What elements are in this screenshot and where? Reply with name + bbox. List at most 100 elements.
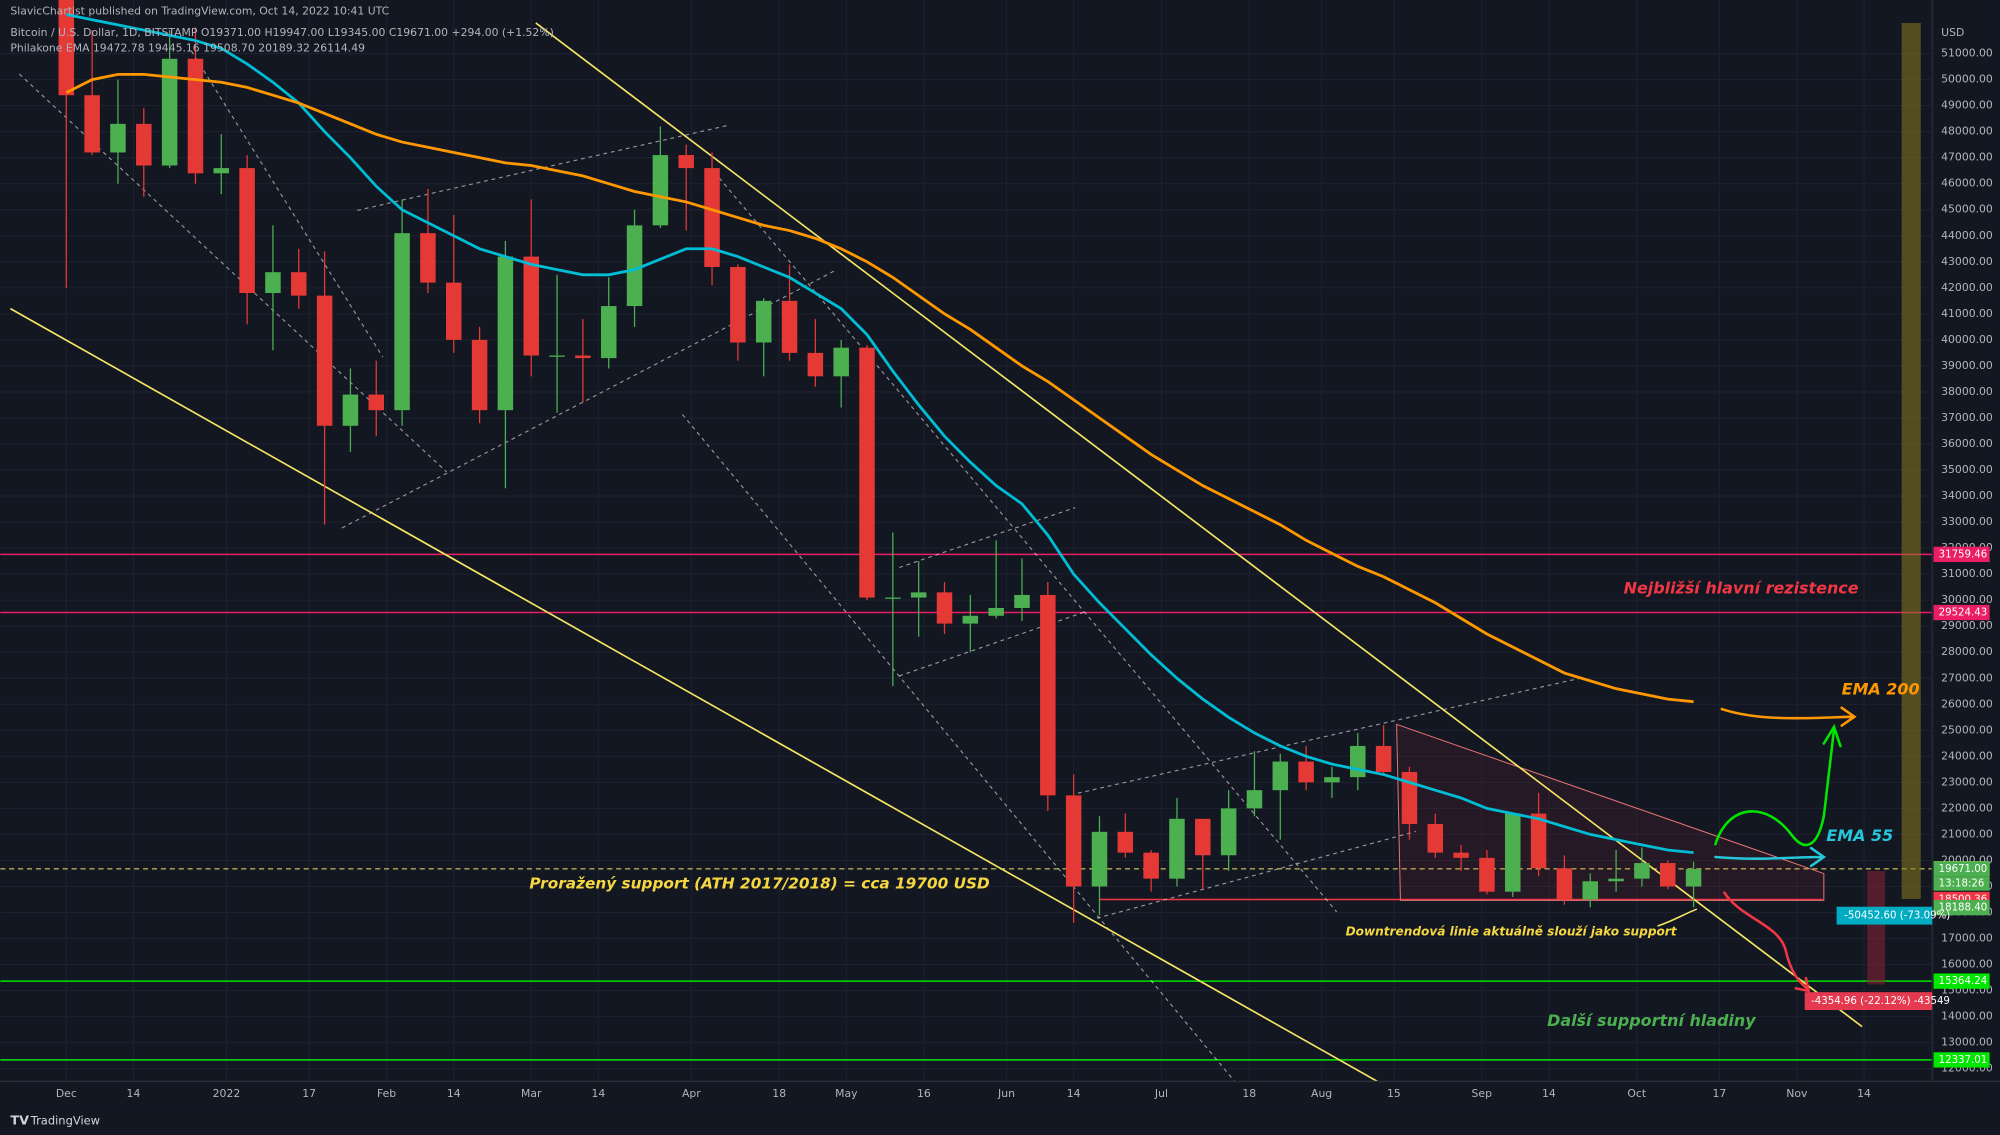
x-tick-label: Oct [1627, 1087, 1646, 1100]
candle-body [316, 295, 333, 426]
candle-body [1091, 831, 1108, 887]
candle-body [1117, 831, 1134, 853]
x-tick-label: Dec [56, 1087, 77, 1100]
channel-line [18, 73, 447, 473]
price-tag [1933, 973, 1990, 989]
arrow [1714, 723, 1842, 847]
candle-body [471, 339, 488, 411]
y-tick-label: 40000.00 [1941, 333, 1993, 346]
y-tick-label: 22000.00 [1941, 801, 1993, 814]
candle-body [549, 355, 565, 357]
candle-body [781, 300, 798, 353]
channel-line [341, 269, 836, 529]
y-tick-label: 36000.00 [1941, 437, 1993, 450]
y-tick-label: 49000.00 [1941, 99, 1993, 112]
candle-body [859, 347, 875, 598]
candle-body [755, 300, 772, 343]
candle-body [1505, 813, 1521, 892]
y-tick-label: 16000.00 [1941, 958, 1993, 971]
candle-body [1634, 863, 1650, 879]
candle-body [1143, 852, 1159, 879]
measure-band [1901, 22, 1921, 900]
channel-line [1096, 830, 1416, 919]
candle-body [1324, 777, 1340, 783]
y-tick-label: 26000.00 [1941, 697, 1993, 710]
x-tick-label: 16 [917, 1087, 931, 1100]
trend-line [535, 22, 1863, 1028]
x-tick-label: 14 [592, 1087, 606, 1100]
y-tick-label: 48000.00 [1941, 125, 1993, 138]
arrow [1714, 846, 1827, 868]
candle-body [368, 394, 385, 411]
candle-body [1582, 881, 1598, 900]
price-tag [1933, 899, 1990, 916]
x-tick-label: 14 [1067, 1087, 1081, 1100]
candle-body [704, 168, 720, 268]
brand: TradingView [30, 1113, 100, 1127]
candle-body [1220, 808, 1237, 856]
price-tag [1933, 546, 1990, 563]
y-axis-label: USD [1941, 26, 1964, 39]
price-tag [1933, 604, 1990, 621]
candle-body [1298, 761, 1314, 783]
y-tick-label: 33000.00 [1941, 515, 1993, 528]
x-tick-label: 17 [302, 1087, 316, 1100]
arrow [1720, 706, 1857, 727]
candle-body [730, 267, 746, 343]
annotation: Nejbližší hlavní rezistence [1624, 579, 1859, 598]
candle-body [394, 233, 410, 411]
y-tick-label: 44000.00 [1941, 229, 1993, 242]
arrow [1657, 908, 1698, 927]
y-tick-label: 23000.00 [1941, 775, 1993, 788]
y-tick-label: 34000.00 [1941, 489, 1993, 502]
candle-body [342, 394, 359, 426]
y-tick-label: 24000.00 [1941, 749, 1993, 762]
x-tick-label: 15 [1387, 1087, 1401, 1100]
x-tick-label: 18 [1242, 1087, 1256, 1100]
arrows [1657, 706, 1857, 993]
ema-line [66, 13, 1694, 855]
measure-box [1836, 906, 1933, 925]
channel-line [899, 507, 1076, 569]
annotation: Downtrendová linie aktuálně slouží jako … [1346, 925, 1678, 939]
publisher: SlavicChartist published on TradingView.… [10, 4, 389, 17]
x-tick-label: 14 [1857, 1087, 1871, 1100]
y-tick-label: 35000.00 [1941, 463, 1993, 476]
candle-body [988, 607, 1004, 616]
y-tick-label: 42000.00 [1941, 281, 1993, 294]
x-tick-label: Mar [521, 1087, 542, 1100]
candle-body [84, 95, 100, 153]
candle-body [58, 0, 75, 96]
candle-body [291, 272, 307, 296]
candle-body [1530, 813, 1547, 869]
x-tick-label: Feb [377, 1087, 396, 1100]
price-tag-label: 19671.00 [1939, 864, 1988, 875]
x-tick-label: Jul [1154, 1087, 1168, 1100]
countdown: 13:18:26 [1939, 879, 1985, 890]
candle-body [1014, 594, 1030, 608]
channel-line [357, 124, 730, 211]
candle-body [885, 597, 901, 599]
channel-line [1077, 677, 1580, 794]
y-tick-label: 25000.00 [1941, 723, 1993, 736]
x-tick-label: Sep [1472, 1087, 1493, 1100]
x-tick-label: 14 [1542, 1087, 1556, 1100]
price-tag-label: 29524.43 [1939, 608, 1988, 619]
candle-body [1479, 857, 1495, 892]
arrow [1723, 891, 1811, 993]
y-tick-label: 21000.00 [1941, 827, 1993, 840]
logo: TV [10, 1113, 29, 1128]
candle-body [936, 592, 953, 624]
x-tick-label: Aug [1311, 1087, 1332, 1100]
candle-body [1065, 795, 1082, 887]
price-tag [1933, 1052, 1990, 1068]
indicator: Philakone EMA 19472.78 19445.16 19508.70… [10, 41, 365, 54]
candle-body [807, 352, 824, 377]
y-tick-label: 17000.00 [1941, 932, 1993, 945]
candle-body [1246, 790, 1263, 809]
y-tick-label: 46000.00 [1941, 177, 1993, 190]
footer [0, 1106, 2000, 1135]
x-tick-label: Apr [682, 1087, 701, 1100]
y-tick-label: 29000.00 [1941, 619, 1993, 632]
